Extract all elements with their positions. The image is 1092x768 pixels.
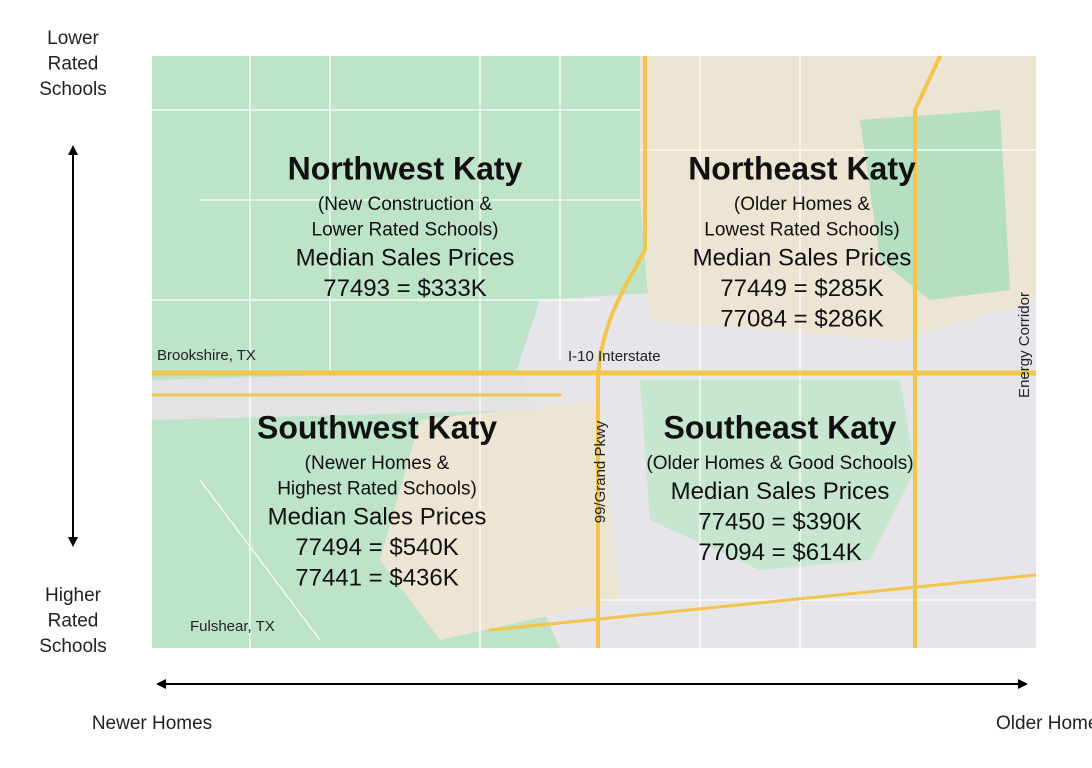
region-heading: Median Sales Prices xyxy=(671,478,890,505)
region-price: 77494 = $540K xyxy=(295,534,459,561)
highway xyxy=(488,573,1036,632)
road-label: 99/Grand Pkwy xyxy=(592,420,609,523)
region-heading: Median Sales Prices xyxy=(268,503,487,530)
map xyxy=(152,56,1036,648)
minor-road xyxy=(152,56,1036,648)
region-subtitle: Highest Rated Schools) xyxy=(277,479,477,500)
left-axis-label: Newer Homes xyxy=(92,713,212,734)
region-subtitle: (Newer Homes & xyxy=(305,453,450,474)
bottom-axis-label: Schools xyxy=(39,636,107,657)
region-price: 77493 = $333K xyxy=(323,275,487,302)
top-axis-label: Lower xyxy=(47,28,99,49)
region-heading: Median Sales Prices xyxy=(296,244,515,271)
region-subtitle: (Older Homes & Good Schools) xyxy=(646,453,913,474)
region-price: 77441 = $436K xyxy=(295,564,459,591)
region-title: Southeast Katy xyxy=(664,409,897,445)
region-subtitle: (New Construction & xyxy=(318,194,493,215)
urban-area xyxy=(380,400,620,640)
labels: Lower Rated Schools Higher Rated Schools Newer… xyxy=(39,28,1092,734)
region-title: Northwest Katy xyxy=(288,150,523,186)
place-label: Fulshear, TX xyxy=(190,618,275,635)
region-heading: Median Sales Prices xyxy=(693,244,912,271)
region-price: 77449 = $285K xyxy=(720,275,884,302)
region-price: 77094 = $614K xyxy=(698,539,862,566)
place-label: Brookshire, TX xyxy=(157,347,256,364)
region-title: Southwest Katy xyxy=(257,409,497,445)
road-label: I-10 Interstate xyxy=(568,348,661,365)
highway xyxy=(913,56,942,648)
right-axis-label: Older Homes xyxy=(996,713,1092,734)
park-area xyxy=(640,380,915,570)
park-area xyxy=(860,110,1010,300)
top-axis-label: Schools xyxy=(39,79,107,100)
bottom-axis-label: Higher xyxy=(45,585,102,606)
region-price: 77450 = $390K xyxy=(698,508,862,535)
region-subtitle: Lower Rated Schools) xyxy=(312,220,499,241)
region-subtitle: Lowest Rated Schools) xyxy=(704,220,899,241)
region-subtitle: (Older Homes & xyxy=(734,194,871,215)
region-title: Northeast Katy xyxy=(688,150,916,186)
bottom-axis-label: Rated xyxy=(48,611,99,632)
region-price: 77084 = $286K xyxy=(720,305,884,332)
road-label: Energy Corridor xyxy=(1016,292,1033,398)
top-axis-label: Rated xyxy=(48,54,99,75)
highway xyxy=(596,56,647,648)
